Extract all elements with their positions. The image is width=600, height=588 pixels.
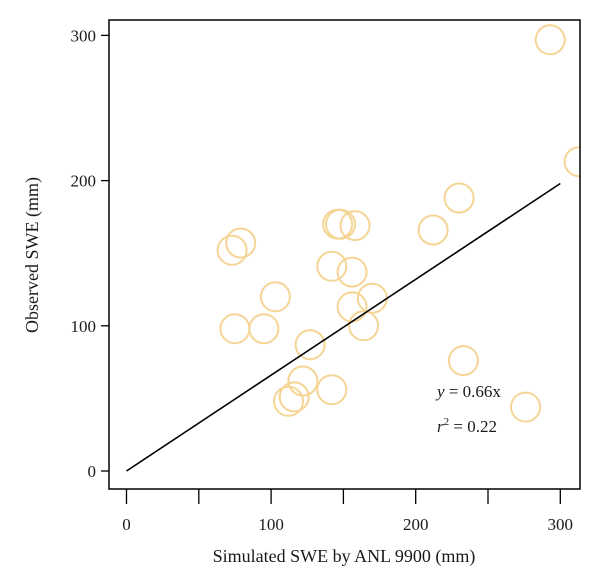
r-squared: r2 = 0.22 [437,416,497,436]
data-point-16 [219,313,251,345]
y-tick-label-200: 200 [71,172,97,191]
data-point-18 [294,329,326,361]
data-point-9 [216,234,248,266]
y-tick-label-0: 0 [88,462,97,481]
data-point-2 [563,146,580,178]
data-point-11 [336,256,368,288]
plot-area [126,24,580,472]
regression-line [126,182,561,472]
data-points [216,24,580,423]
data-point-8 [225,227,257,259]
r-squared-sup: 2 [444,416,450,428]
data-point-17 [248,313,280,345]
r-squared-text: = 0.22 [449,417,497,436]
data-point-6 [325,208,356,240]
data-point-1 [534,24,566,56]
annotations: y = 0.66x r2 = 0.22 [435,382,501,436]
y-tick-label-100: 100 [71,317,97,336]
data-point-24 [510,391,542,423]
plot-frame [108,19,581,490]
data-point-4 [417,214,449,246]
data-point-12 [259,281,291,313]
data-point-20 [287,365,319,397]
data-point-15 [348,310,380,342]
y-axis-title: Observed SWE (mm) [22,177,43,333]
data-point-10 [316,250,348,282]
data-point-21 [316,374,348,406]
x-axis-title: Simulated SWE by ANL 9900 (mm) [213,546,476,567]
data-point-19 [447,345,479,377]
fit-equation-text: = 0.66x [445,382,502,401]
fit-equation-var: y [435,382,445,401]
data-point-23 [273,385,304,417]
fit-equation: y = 0.66x [435,382,501,401]
data-point-7 [339,210,371,242]
x-tick-label-200: 200 [403,515,429,534]
r-squared-var: r [437,417,444,436]
y-tick-label-300: 300 [71,26,97,45]
data-point-22 [278,381,310,413]
data-point-3 [443,182,475,214]
x-tick-label-100: 100 [258,515,284,534]
x-tick-label-0: 0 [122,515,131,534]
x-tick-label-300: 300 [548,515,574,534]
axes: 0 100 200 300 0 100 200 300 [71,19,581,534]
